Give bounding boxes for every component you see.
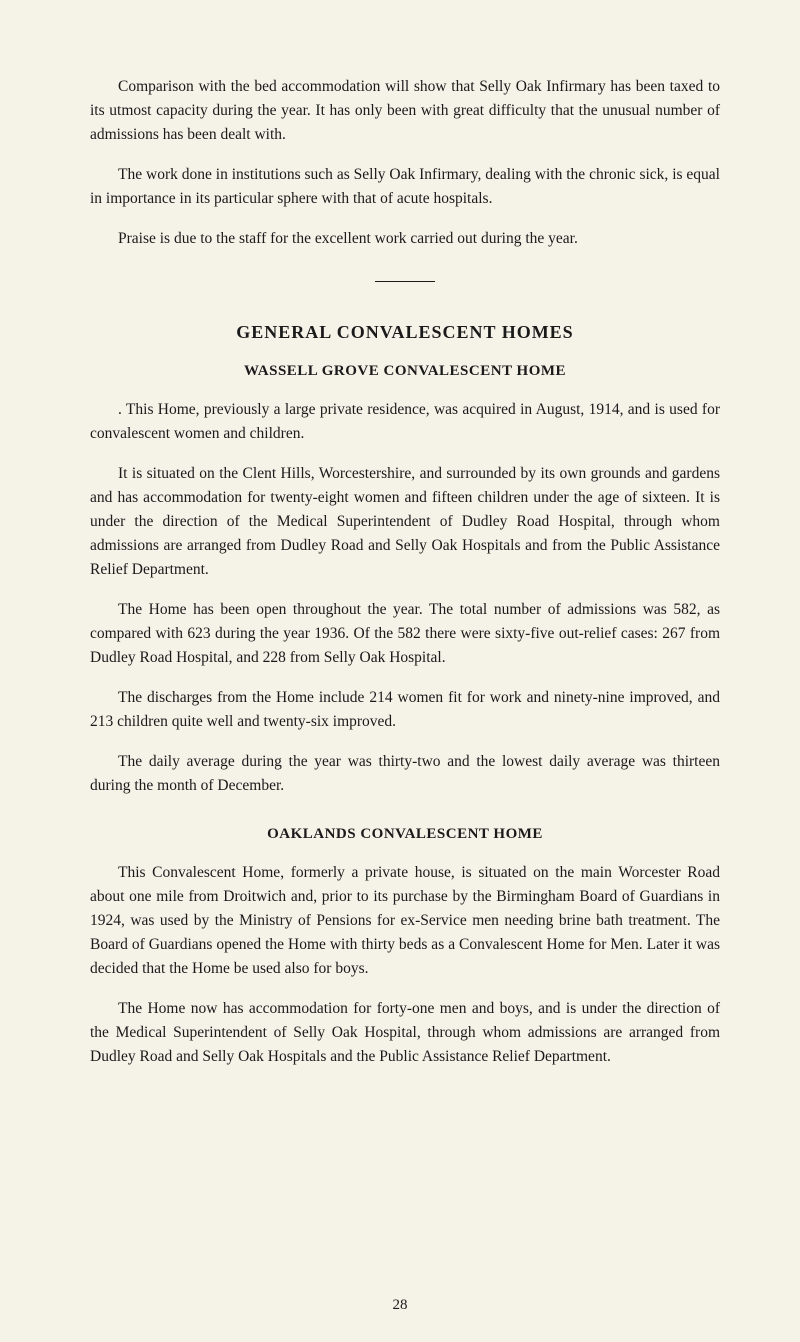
section-divider (375, 281, 435, 282)
body-paragraph: . This Home, previously a large private … (90, 398, 720, 446)
body-paragraph: This Convalescent Home, formerly a priva… (90, 861, 720, 981)
page-number: 28 (393, 1297, 408, 1314)
body-paragraph: The Home has been open throughout the ye… (90, 598, 720, 670)
body-paragraph: It is situated on the Clent Hills, Worce… (90, 462, 720, 582)
body-paragraph: The daily average during the year was th… (90, 750, 720, 798)
sub-heading: OAKLANDS CONVALESCENT HOME (90, 826, 720, 843)
sub-heading: WASSELL GROVE CONVALESCENT HOME (90, 363, 720, 380)
main-heading: GENERAL CONVALESCENT HOMES (90, 322, 720, 343)
body-paragraph: Comparison with the bed accommodation wi… (90, 75, 720, 147)
body-paragraph: The Home now has accommodation for forty… (90, 997, 720, 1069)
body-paragraph: The work done in institutions such as Se… (90, 163, 720, 211)
body-paragraph: The discharges from the Home include 214… (90, 686, 720, 734)
body-paragraph: Praise is due to the staff for the excel… (90, 227, 720, 251)
